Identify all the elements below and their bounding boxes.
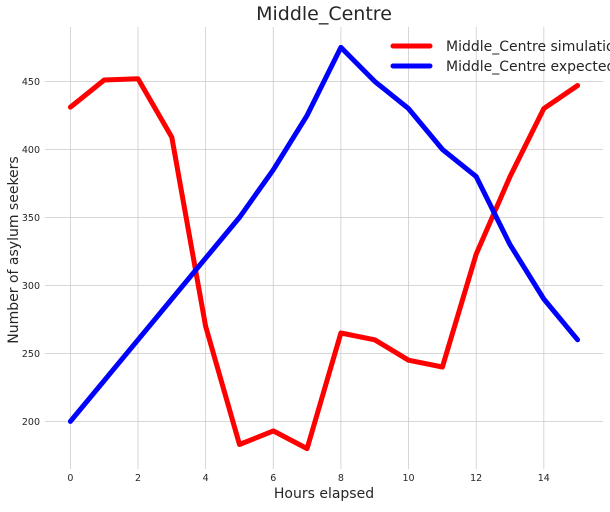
x-axis-label: Hours elapsed [274,486,374,502]
x-tick-label: 14 [538,473,550,484]
x-tick-label: 2 [135,473,141,484]
x-tick-label: 12 [470,473,482,484]
y-tick-labels: 200 250 300 350 400 450 [22,77,40,428]
x-tick-label: 10 [402,473,414,484]
legend-label: Middle_Centre expected [446,59,610,75]
x-tick-label: 8 [338,473,344,484]
x-tick-label: 4 [203,473,209,484]
legend-label: Middle_Centre simulation [446,39,610,55]
y-tick-label: 300 [22,281,40,292]
x-tick-labels: 0 2 4 6 8 10 12 14 [67,473,550,484]
y-tick-label: 400 [22,145,40,156]
y-axis-label: Number of asylum seekers [6,156,22,343]
y-tick-label: 450 [22,77,40,88]
x-tick-label: 6 [270,473,276,484]
chart-title: Middle_Centre [256,3,392,25]
series-lines [67,44,581,452]
x-tick-label: 0 [67,473,73,484]
y-tick-label: 250 [22,349,40,360]
series-line-expected [67,44,581,424]
y-tick-label: 350 [22,213,40,224]
y-tick-label: 200 [22,417,40,428]
plot-area [45,27,603,469]
legend: Middle_Centre simulation Middle_Centre ex… [390,39,610,75]
